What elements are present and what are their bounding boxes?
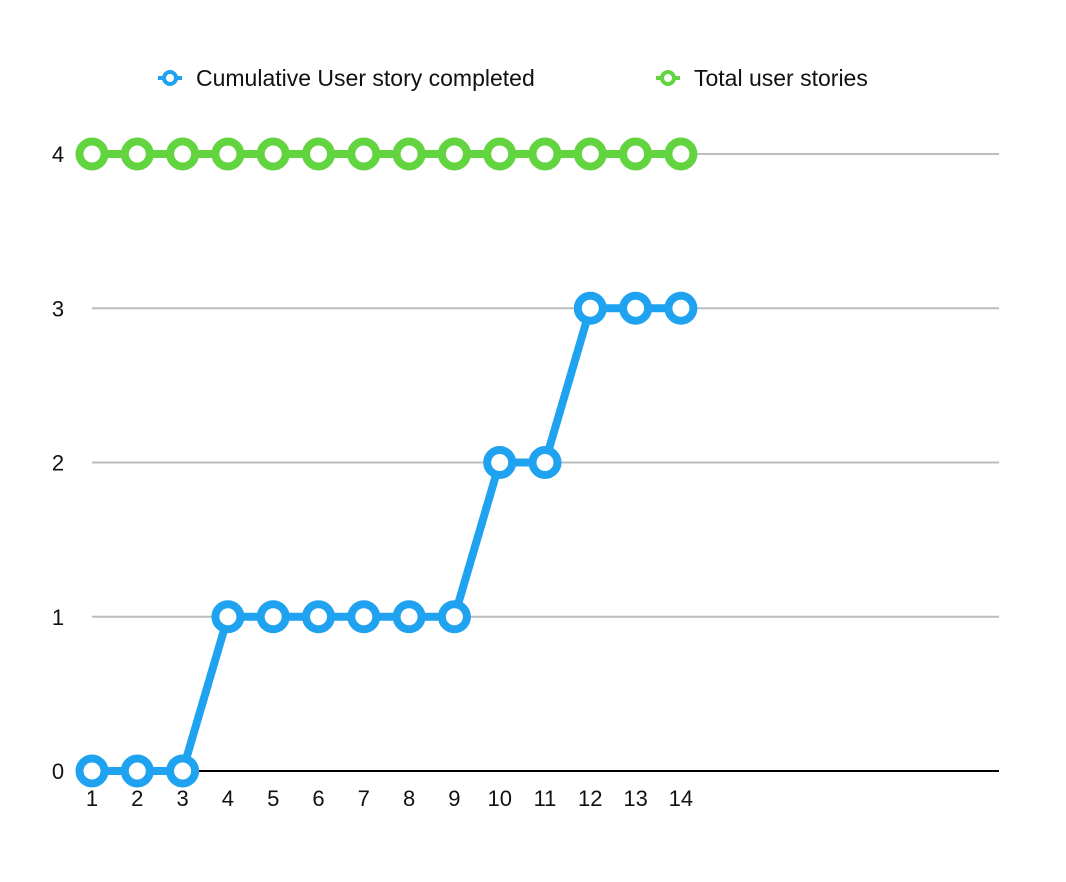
x-tick-label-12: 12 xyxy=(578,786,602,811)
series-0-point-12 xyxy=(573,291,607,325)
legend-item-cumulative: Cumulative User story completed xyxy=(158,62,535,94)
series-0-point-7 xyxy=(347,600,381,634)
x-tick-label-9: 9 xyxy=(448,786,460,811)
series-1-point-14 xyxy=(664,137,698,171)
series-1-point-1 xyxy=(75,137,109,171)
x-tick-label-8: 8 xyxy=(403,786,415,811)
series-1-point-10 xyxy=(483,137,517,171)
series-0-point-6 xyxy=(302,600,335,634)
series-1-point-9 xyxy=(437,137,471,171)
series-0-point-13 xyxy=(619,291,653,325)
series-0-point-10 xyxy=(483,446,517,479)
x-tick-label-5: 5 xyxy=(267,786,279,811)
series-0-point-1 xyxy=(75,754,109,788)
y-tick-label-3: 3 xyxy=(52,296,64,321)
legend-marker-cumulative xyxy=(162,70,178,86)
series-1-point-11 xyxy=(528,137,562,171)
series-line-0 xyxy=(88,304,685,775)
y-tick-label-1: 1 xyxy=(52,605,64,630)
y-tick-label-4: 4 xyxy=(52,142,64,167)
y-tick-label-2: 2 xyxy=(52,451,64,476)
legend-swatch-cumulative xyxy=(158,70,182,86)
legend-label-cumulative: Cumulative User story completed xyxy=(196,64,535,91)
y-tick-label-0: 0 xyxy=(52,759,64,784)
series-0-point-5 xyxy=(256,600,290,634)
series-0-point-4 xyxy=(211,600,245,634)
x-tick-label-4: 4 xyxy=(222,786,234,811)
x-tick-label-11: 11 xyxy=(534,786,557,811)
series-1-point-7 xyxy=(347,137,381,171)
legend-item-total: Total user stories xyxy=(656,62,868,94)
x-tick-label-2: 2 xyxy=(131,786,143,811)
series-1-point-8 xyxy=(392,137,426,171)
x-tick-label-6: 6 xyxy=(312,786,324,811)
series-1-point-6 xyxy=(302,137,335,171)
series-1-point-13 xyxy=(619,137,653,171)
series-0-point-14 xyxy=(664,291,698,325)
legend-label-total: Total user stories xyxy=(694,64,868,91)
series-0-point-3 xyxy=(166,754,200,788)
series-0-point-11 xyxy=(528,446,562,479)
series-1-point-5 xyxy=(256,137,290,171)
legend-marker-total xyxy=(660,70,676,86)
legend-swatch-total xyxy=(656,70,680,86)
x-tick-label-14: 14 xyxy=(669,786,693,811)
x-tick-label-10: 10 xyxy=(487,786,511,811)
series-1-point-3 xyxy=(166,137,200,171)
series-1-point-12 xyxy=(573,137,607,171)
series-0-point-8 xyxy=(392,600,426,634)
x-tick-label-1: 1 xyxy=(86,786,98,811)
x-tick-label-13: 13 xyxy=(623,786,647,811)
series-0-point-2 xyxy=(120,754,154,788)
x-tick-label-3: 3 xyxy=(176,786,188,811)
legend: Cumulative User story completed Total us… xyxy=(0,62,1066,94)
x-tick-label-7: 7 xyxy=(358,786,370,811)
series-0-point-9 xyxy=(437,600,471,634)
series-1-point-4 xyxy=(211,137,245,171)
series-1-point-2 xyxy=(120,137,154,171)
